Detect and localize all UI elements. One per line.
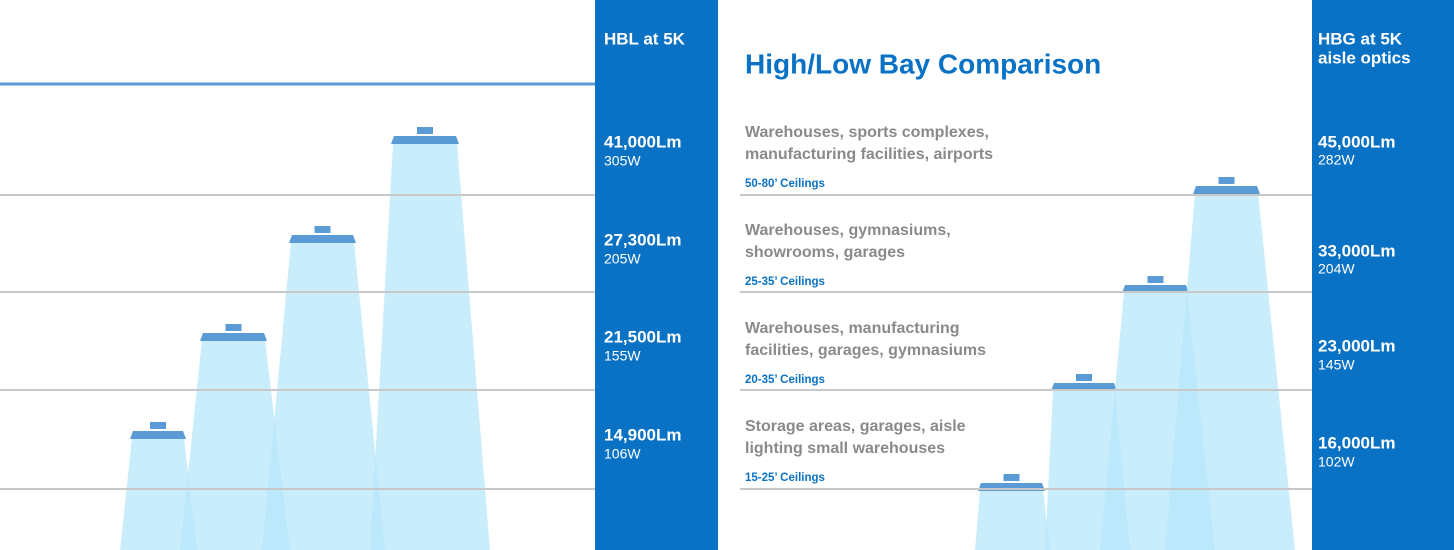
- watts: 145W: [1318, 357, 1355, 373]
- application: manufacturing facilities, airports: [745, 146, 993, 163]
- fixture: [391, 136, 459, 144]
- application: Warehouses, manufacturing: [745, 320, 960, 337]
- left-column: [595, 0, 718, 550]
- fixture-tab: [1076, 374, 1092, 381]
- light-cone: [975, 490, 1050, 550]
- fixture-tab: [225, 324, 242, 331]
- lumens: 23,000Lm: [1318, 336, 1396, 355]
- watts: 102W: [1318, 454, 1355, 470]
- application: Warehouses, sports complexes,: [745, 124, 989, 141]
- fixture: [130, 431, 186, 439]
- light-cone: [120, 438, 197, 550]
- watts: 155W: [604, 348, 641, 364]
- fixture: [289, 235, 356, 243]
- right-header: aisle optics: [1318, 48, 1411, 67]
- fixture-tab: [150, 422, 166, 429]
- fixture-tab: [1147, 276, 1164, 283]
- watts: 305W: [604, 153, 641, 169]
- fixture-tab: [417, 127, 433, 134]
- application: lighting small warehouses: [745, 440, 945, 457]
- watts: 205W: [604, 251, 641, 267]
- ceilings: 20-35’ Ceilings: [745, 374, 825, 386]
- light-cone: [262, 242, 385, 550]
- watts: 282W: [1318, 152, 1355, 168]
- lumens: 21,500Lm: [604, 327, 682, 346]
- title: High/Low Bay Comparison: [745, 48, 1101, 79]
- ceilings: 15-25’ Ceilings: [745, 472, 825, 484]
- application: facilities, garages, gymnasiums: [745, 342, 986, 359]
- fixture-tab: [1003, 474, 1020, 481]
- application: showrooms, garages: [745, 244, 905, 261]
- application: Warehouses, gymnasiums,: [745, 222, 951, 239]
- watts: 106W: [604, 446, 641, 462]
- lumens: 27,300Lm: [604, 230, 682, 249]
- application: Storage areas, garages, aisle: [745, 418, 966, 435]
- light-cone: [1165, 193, 1295, 550]
- fixture-tab: [314, 226, 331, 233]
- right-header: HBG at 5K: [1318, 29, 1403, 48]
- light-cone: [370, 143, 490, 550]
- fixture-tab: [1218, 177, 1235, 184]
- lumens: 45,000Lm: [1318, 132, 1396, 151]
- lights: [120, 127, 1295, 550]
- right-column: [1312, 0, 1454, 550]
- lumens: 16,000Lm: [1318, 433, 1396, 452]
- lumens: 33,000Lm: [1318, 241, 1396, 260]
- lumens: 14,900Lm: [604, 425, 682, 444]
- left-header: HBL at 5K: [604, 29, 686, 48]
- fixture: [200, 333, 267, 341]
- fixture: [1193, 186, 1260, 194]
- ceilings: 50-80’ Ceilings: [745, 178, 825, 190]
- ceilings: 25-35’ Ceilings: [745, 276, 825, 288]
- light-cone: [180, 340, 290, 550]
- watts: 204W: [1318, 261, 1355, 277]
- lumens: 41,000Lm: [604, 132, 682, 151]
